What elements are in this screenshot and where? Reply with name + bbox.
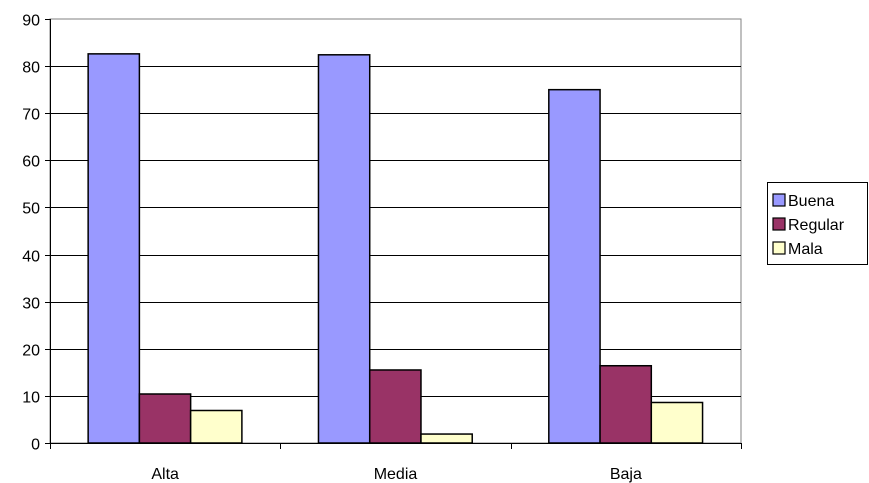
bar-mala-baja bbox=[650, 401, 704, 444]
y-tick-label: 60 bbox=[22, 154, 40, 171]
legend-label-regular: Regular bbox=[788, 217, 845, 234]
x-tick-label: Baja bbox=[610, 466, 642, 483]
x-axis-ticks: Alta Media Baja bbox=[50, 443, 742, 483]
bar-regular-media bbox=[368, 369, 422, 444]
bar-mala-alta bbox=[189, 409, 243, 444]
legend-label-mala: Mala bbox=[788, 241, 823, 258]
y-tick-label: 10 bbox=[22, 390, 40, 407]
bars bbox=[87, 53, 704, 444]
y-axis-ticks: 0 10 20 30 40 50 60 70 80 90 bbox=[22, 13, 50, 454]
bar-buena-alta bbox=[87, 53, 141, 444]
plot-area bbox=[49, 18, 742, 444]
y-tick-label: 30 bbox=[22, 296, 40, 313]
bar-regular-baja bbox=[599, 364, 653, 444]
y-tick-label: 70 bbox=[22, 107, 40, 124]
bar-buena-media bbox=[317, 54, 371, 444]
x-tick-label: Alta bbox=[151, 466, 179, 483]
y-tick-label: 80 bbox=[22, 60, 40, 77]
x-tick-label: Media bbox=[374, 466, 418, 483]
y-tick-label: 50 bbox=[22, 201, 40, 218]
bar-mala-media bbox=[420, 433, 473, 444]
y-tick-label: 20 bbox=[22, 343, 40, 360]
bar-regular-alta bbox=[138, 393, 192, 444]
bar-buena-baja bbox=[548, 88, 601, 444]
legend: Buena Regular Mala bbox=[767, 182, 868, 265]
y-tick-label: 90 bbox=[22, 13, 40, 30]
legend-swatch-regular bbox=[772, 217, 786, 231]
y-tick-label: 40 bbox=[22, 249, 40, 266]
y-tick-label: 0 bbox=[31, 437, 40, 454]
legend-swatch-buena bbox=[772, 193, 786, 207]
legend-label-buena: Buena bbox=[788, 193, 834, 210]
legend-swatch-mala bbox=[772, 241, 786, 255]
